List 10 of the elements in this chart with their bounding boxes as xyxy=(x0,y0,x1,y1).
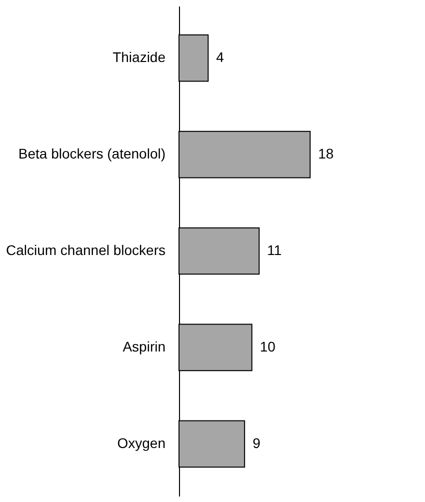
data-label: 18 xyxy=(318,146,334,162)
y-tick-label: Thiazide xyxy=(112,49,166,66)
data-label: 11 xyxy=(267,242,282,258)
data-label: 9 xyxy=(252,434,261,451)
y-tick-label: Beta blockers (atenolol) xyxy=(18,146,166,162)
data-label: 4 xyxy=(216,49,224,66)
y-tick-label: Oxygen xyxy=(117,434,166,451)
y-tick-label: Calcium channel blockers xyxy=(6,242,166,258)
y-tick-label: Aspirin xyxy=(122,338,166,354)
data-label: 10 xyxy=(260,338,276,354)
